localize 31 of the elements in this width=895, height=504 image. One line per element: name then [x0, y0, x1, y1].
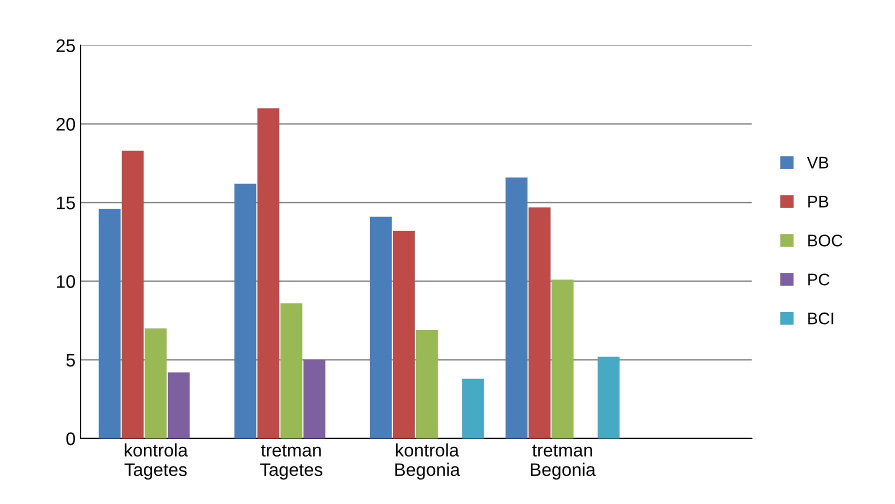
bar — [392, 230, 415, 438]
bar — [168, 372, 190, 438]
legend-label: BOC — [808, 234, 842, 246]
bar — [506, 177, 528, 438]
x-tick-label: tretman Begonia — [530, 444, 596, 480]
y-tick-label: 20 — [56, 118, 75, 131]
legend-label: PB — [808, 196, 828, 208]
bar — [303, 360, 326, 438]
y-tick-label: 10 — [56, 275, 75, 288]
y-tick-label: 25 — [56, 39, 75, 52]
y-tick-label: 0 — [66, 432, 75, 446]
bar — [257, 108, 280, 438]
bar — [98, 208, 121, 438]
bar — [598, 356, 620, 438]
bar — [528, 207, 550, 438]
x-tick-label: kontrola Begonia — [395, 443, 460, 480]
x-tick-label: kontrola Tagetes — [124, 443, 188, 480]
y-tick-label: 5 — [66, 354, 75, 367]
legend-label: PC — [808, 274, 830, 286]
bar — [144, 328, 167, 438]
legend-label: VB — [806, 156, 828, 168]
bar — [122, 150, 144, 438]
bar — [234, 184, 256, 438]
bar — [462, 378, 484, 438]
bar — [416, 330, 438, 438]
legend-label: BCI — [808, 312, 834, 324]
y-tick-label: 15 — [56, 196, 75, 210]
bar — [370, 216, 392, 438]
bar — [280, 303, 302, 438]
bar — [552, 280, 574, 438]
x-tick-label: tretman Tagetes — [260, 444, 322, 480]
